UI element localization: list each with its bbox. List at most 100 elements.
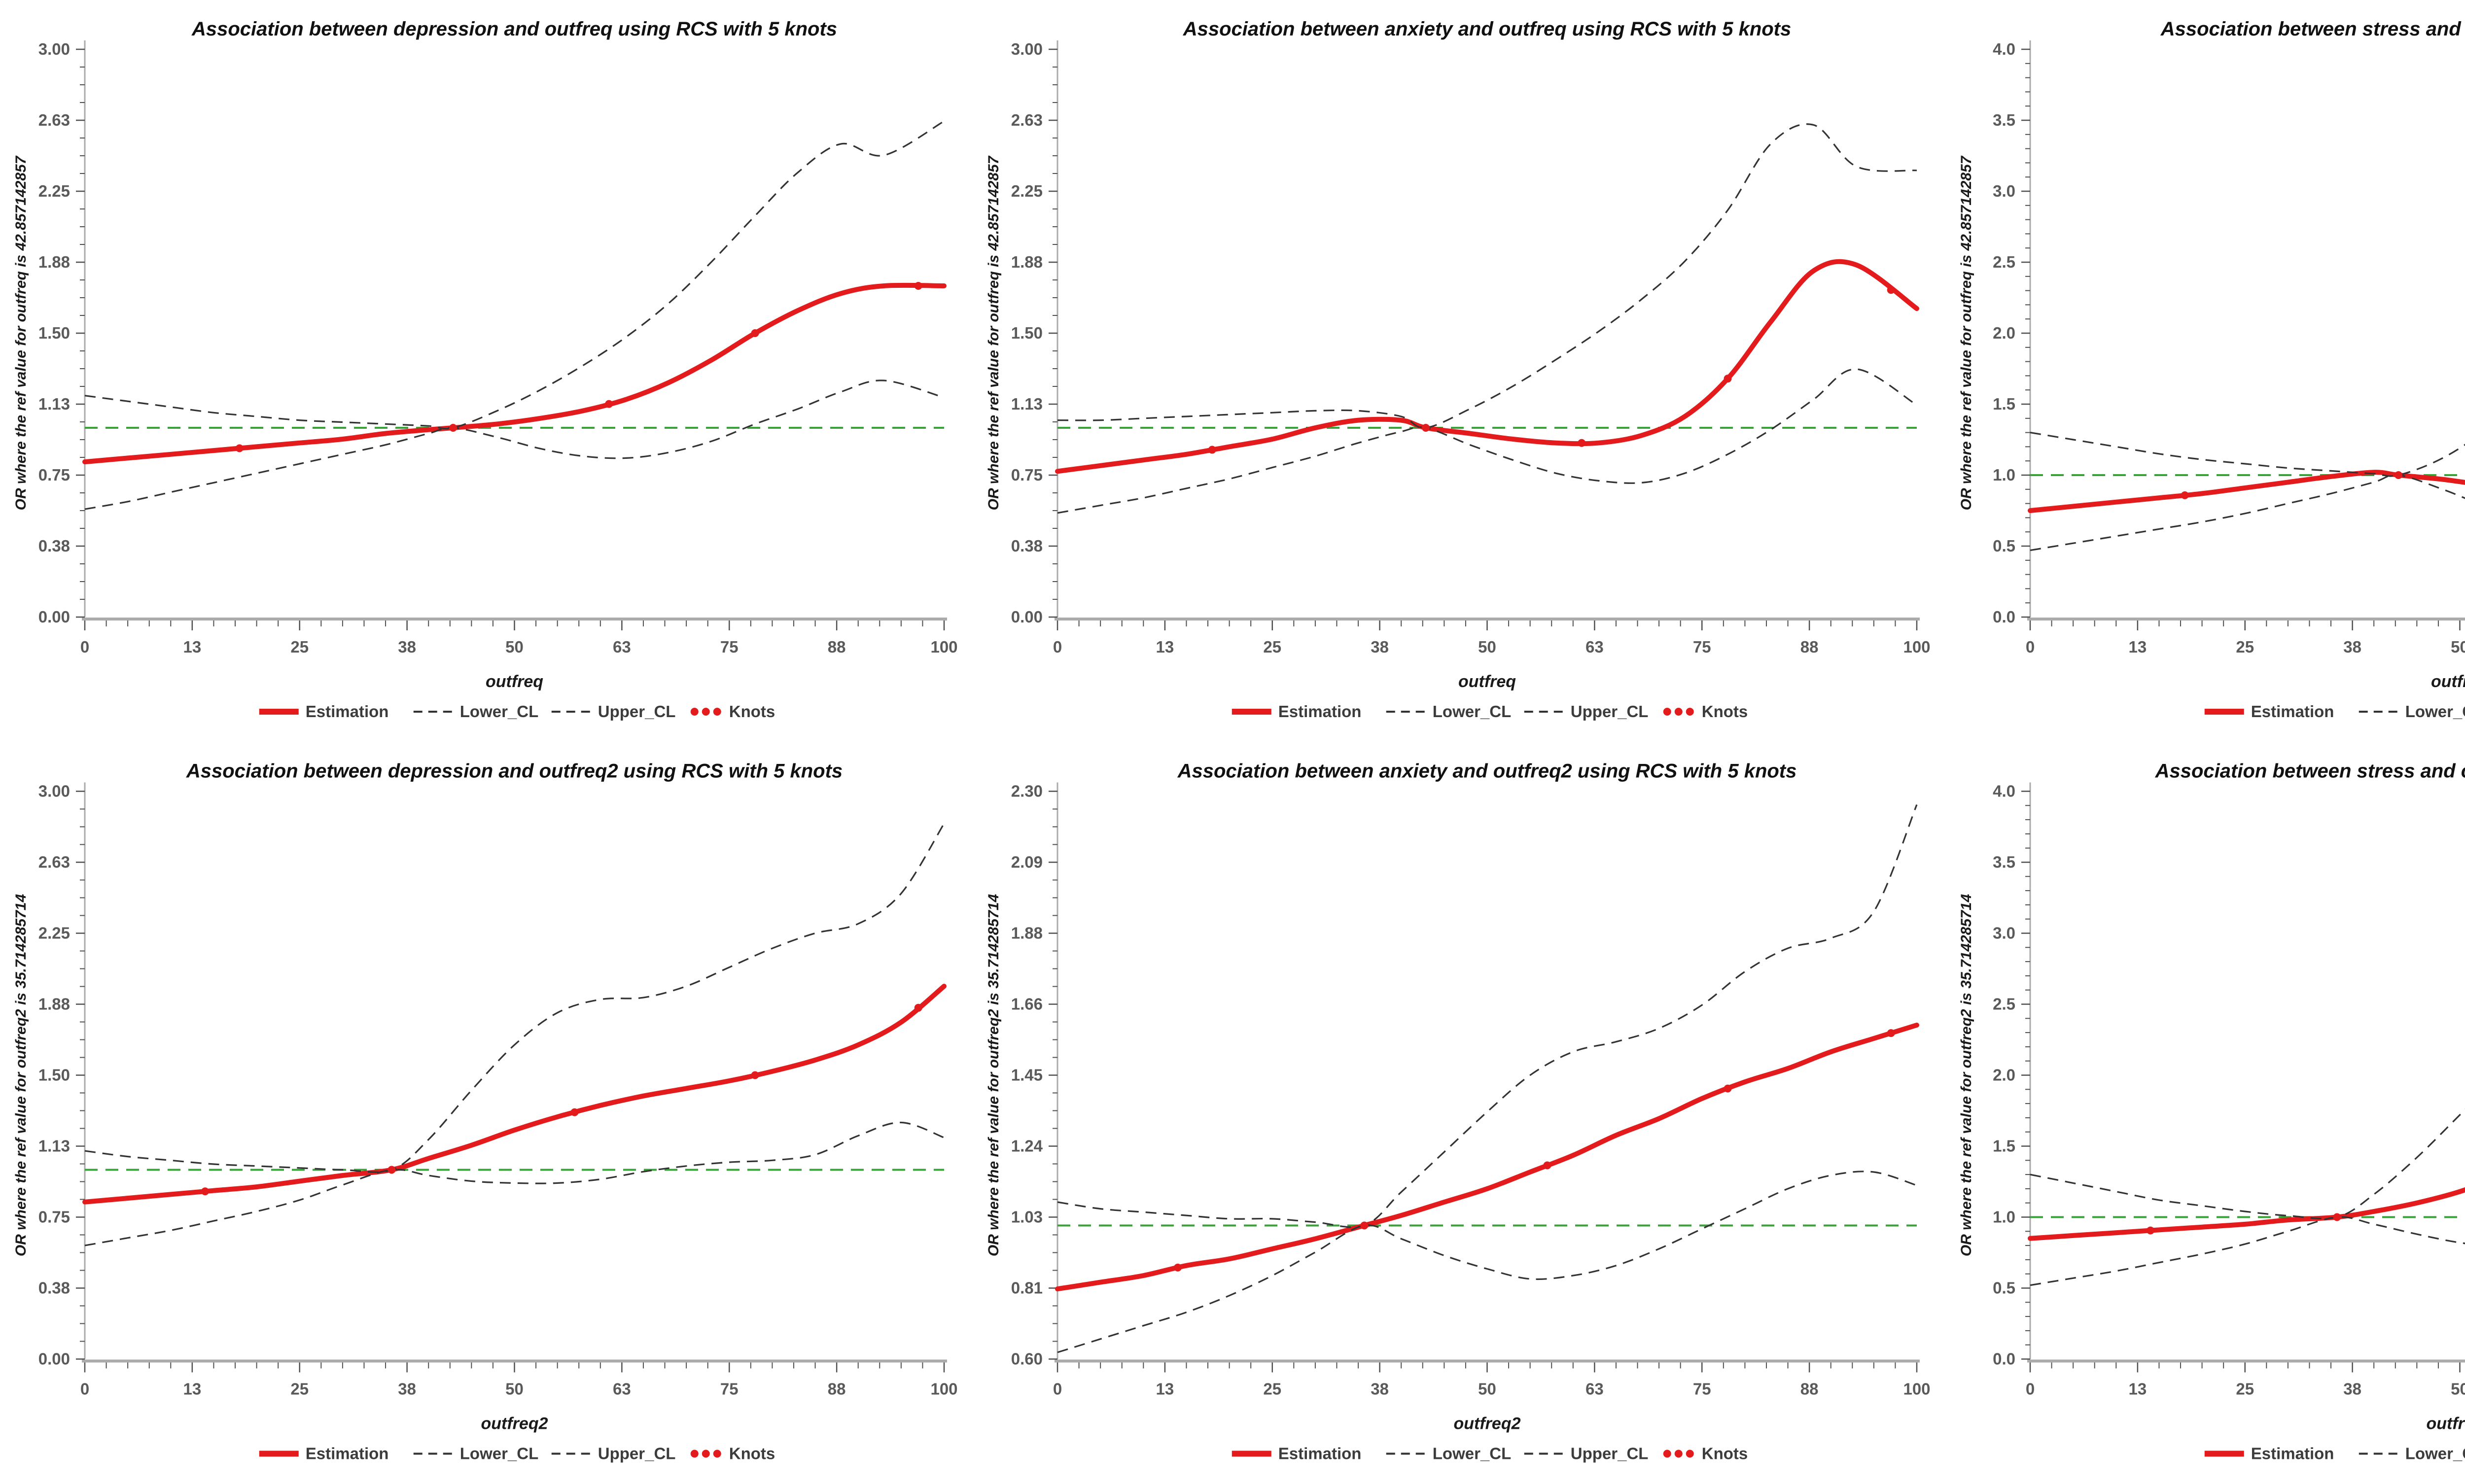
y-axis-label: OR where the ref value for outfreq2 is 3…: [13, 894, 29, 1257]
y-tick-label: 0.0: [1993, 608, 2015, 626]
y-tick-label: 0.00: [38, 1350, 70, 1368]
y-tick-label: 3.0: [1993, 182, 2015, 200]
y-tick-label: 2.63: [38, 111, 70, 129]
knot-dot: [1887, 1029, 1895, 1037]
x-tick-label: 38: [398, 638, 416, 656]
legend-label: Lower_CL: [460, 702, 539, 721]
rcs-chart-svg: Association between stress and outfreq u…: [1958, 18, 2465, 721]
legend-label: Upper_CL: [1571, 702, 1649, 721]
chart-panel-depression-outfreq: Association between depression and outfr…: [0, 0, 973, 742]
lower-cl-line: [84, 380, 945, 510]
x-tick-label: 0: [80, 638, 89, 656]
legend-label: Upper_CL: [1571, 1445, 1649, 1463]
legend-swatch-knot-dot: [1674, 708, 1683, 716]
x-tick-label: 25: [1263, 638, 1281, 656]
x-tick-label: 50: [2451, 638, 2465, 656]
y-tick-label: 3.5: [1993, 111, 2015, 129]
legend-label: Estimation: [306, 1445, 389, 1463]
legend-label: Lower_CL: [2405, 702, 2465, 721]
knot-dot: [1174, 1263, 1182, 1272]
y-tick-label: 0.38: [38, 1279, 70, 1297]
y-tick-label: 4.0: [1993, 40, 2015, 58]
y-tick-label: 0.75: [1011, 466, 1043, 484]
legend-label: Knots: [729, 1445, 775, 1463]
y-tick-label: 0.0: [1993, 1350, 2015, 1368]
y-tick-label: 1.50: [1011, 324, 1043, 342]
y-tick-label: 2.63: [1011, 111, 1043, 129]
y-tick-label: 1.50: [38, 1066, 70, 1084]
x-tick-label: 75: [1693, 1380, 1711, 1398]
knot-dot: [2147, 1226, 2155, 1235]
y-tick-label: 1.0: [1993, 1208, 2015, 1226]
knot-dot: [1208, 446, 1216, 454]
y-tick-label: 1.24: [1011, 1137, 1043, 1155]
x-tick-label: 50: [1478, 638, 1496, 656]
legend-label: Estimation: [306, 702, 389, 721]
knot-dot: [1422, 424, 1430, 432]
chart-title: Association between anxiety and outfreq2…: [1177, 760, 1797, 782]
y-tick-label: 2.5: [1993, 253, 2015, 271]
y-tick-label: 1.88: [38, 995, 70, 1013]
x-tick-label: 100: [1903, 1380, 1930, 1398]
lower-cl-line: [2030, 474, 2465, 552]
x-tick-label: 50: [1478, 1380, 1496, 1398]
x-tick-label: 38: [1371, 638, 1389, 656]
y-axis-label: OR where the ref value for outfreq2 is 3…: [986, 894, 1002, 1257]
y-axis-label: OR where the ref value for outfreq is 42…: [1958, 155, 1974, 510]
x-tick-label: 13: [183, 1380, 202, 1398]
lower-cl-line: [1057, 1171, 1917, 1353]
y-tick-label: 1.13: [38, 395, 70, 413]
upper-cl-line: [2030, 1108, 2465, 1219]
x-axis-label: outfreq: [486, 672, 543, 691]
legend-label: Estimation: [1278, 1445, 1362, 1463]
y-tick-label: 4.0: [1993, 782, 2015, 800]
knot-dot: [751, 1071, 759, 1079]
estimation-line: [1055, 1022, 1919, 1292]
knot-dot: [201, 1187, 210, 1196]
y-tick-label: 3.0: [1993, 924, 2015, 942]
chart-title: Association between stress and outfreq u…: [2160, 18, 2465, 40]
upper-cl-line: [1057, 804, 1918, 1228]
y-tick-label: 0.75: [38, 1208, 70, 1226]
knot-dot: [1578, 439, 1586, 447]
rcs-chart-svg: Association between anxiety and outfreq …: [986, 18, 1931, 721]
upper-cl-line: [84, 120, 945, 430]
knot-dot: [387, 1166, 396, 1174]
x-tick-label: 100: [930, 638, 957, 656]
x-tick-label: 0: [2026, 638, 2035, 656]
x-tick-label: 38: [2343, 1380, 2361, 1398]
legend-label: Estimation: [2251, 1445, 2334, 1463]
x-tick-label: 13: [2129, 638, 2147, 656]
x-tick-label: 88: [828, 1380, 846, 1398]
y-tick-label: 2.5: [1993, 995, 2015, 1013]
knot-dot: [1887, 286, 1895, 294]
rcs-chart-svg: Association between stress and outfreq2 …: [1958, 760, 2465, 1463]
y-axis-label: OR where the ref value for outfreq is 42…: [13, 155, 29, 510]
knot-dot: [751, 329, 759, 337]
x-tick-label: 100: [1903, 638, 1930, 656]
estimation-line: [2028, 1187, 2465, 1241]
y-tick-label: 0.38: [38, 537, 70, 555]
y-tick-label: 2.0: [1993, 1066, 2015, 1084]
legend-swatch-knot-dot: [690, 1449, 699, 1458]
x-tick-label: 0: [2026, 1380, 2035, 1398]
y-tick-label: 0.38: [1011, 537, 1043, 555]
y-tick-label: 2.09: [1011, 853, 1043, 871]
x-tick-label: 63: [613, 638, 631, 656]
y-tick-label: 0.00: [38, 608, 70, 626]
upper-cl-line: [84, 823, 945, 1173]
x-tick-label: 38: [398, 1380, 416, 1398]
y-tick-label: 1.88: [1011, 253, 1043, 271]
chart-panel-anxiety-outfreq2: Association between anxiety and outfreq2…: [973, 742, 1945, 1484]
y-tick-label: 3.00: [38, 782, 70, 800]
legend-swatch-knot-dot: [702, 1449, 710, 1458]
knot-dot: [605, 400, 613, 408]
knot-dot: [570, 1108, 579, 1116]
chart-title: Association between stress and outfreq2 …: [2155, 760, 2465, 782]
legend-label: Lower_CL: [2405, 1445, 2465, 1463]
chart-title: Association between depression and outfr…: [191, 18, 837, 40]
y-tick-label: 1.13: [38, 1137, 70, 1155]
knot-dot: [914, 282, 922, 290]
y-tick-label: 2.0: [1993, 324, 2015, 342]
legend-label: Upper_CL: [598, 1445, 676, 1463]
